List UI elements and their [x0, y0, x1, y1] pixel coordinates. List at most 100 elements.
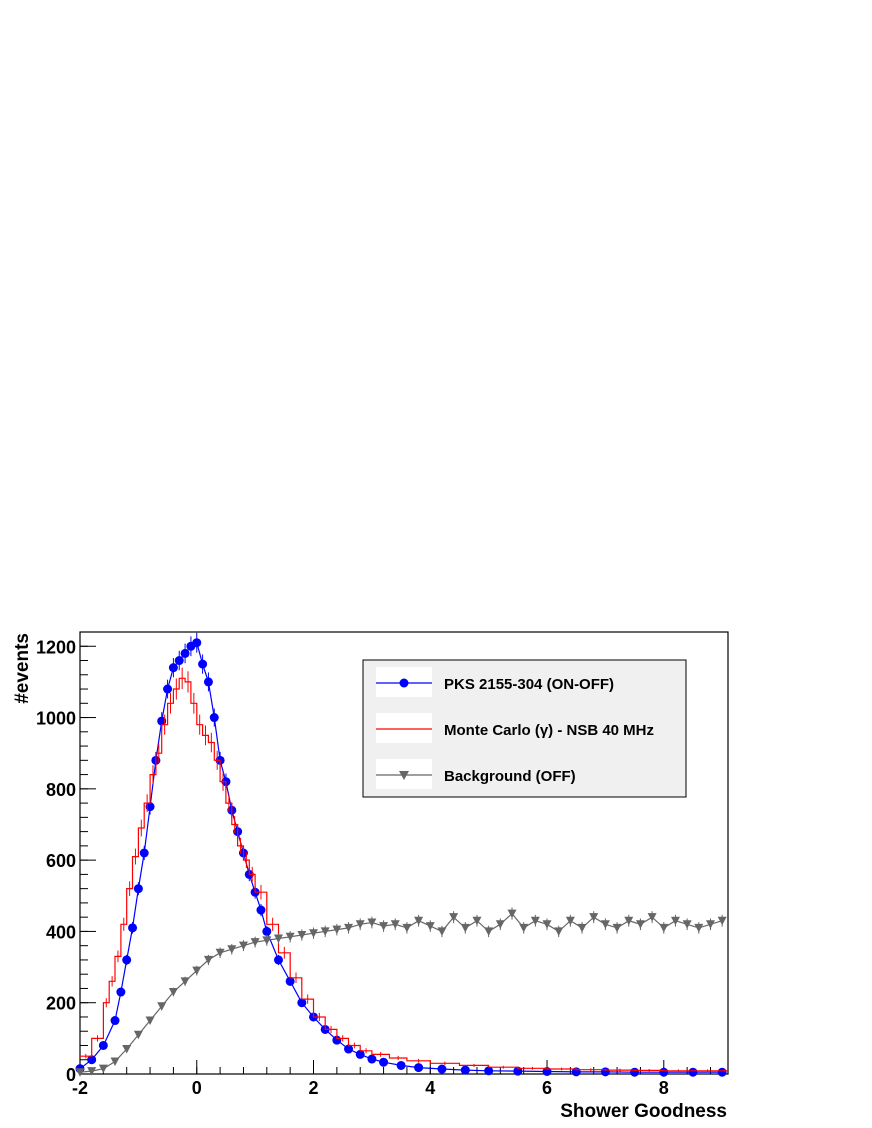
data-point — [554, 927, 564, 936]
data-point — [75, 1068, 85, 1077]
data-point — [600, 1067, 610, 1077]
series-3 — [75, 907, 727, 1077]
data-point — [402, 923, 412, 933]
x-tick-label: 6 — [542, 1078, 552, 1098]
data-point — [87, 1055, 97, 1065]
data-point — [227, 945, 237, 954]
data-point — [238, 941, 248, 951]
legend: PKS 2155-304 (ON-OFF) Monte Carlo (γ) - … — [362, 659, 687, 798]
data-point — [647, 913, 657, 922]
data-point — [174, 656, 184, 666]
y-tick-label: 800 — [46, 780, 76, 800]
data-point — [168, 988, 178, 997]
data-point — [157, 716, 167, 726]
data-point — [297, 998, 307, 1008]
data-point — [168, 663, 178, 673]
series-line — [79, 912, 723, 1073]
data-point — [530, 916, 540, 926]
data-point — [379, 1057, 389, 1067]
data-point — [139, 848, 149, 858]
data-point — [507, 909, 517, 919]
data-point — [437, 1064, 447, 1074]
data-point — [133, 884, 143, 894]
data-point — [285, 932, 295, 942]
data-point — [262, 936, 272, 945]
data-point — [110, 1016, 120, 1026]
data-point — [332, 925, 342, 935]
data-point — [98, 1040, 108, 1050]
data-point — [717, 916, 727, 926]
data-point — [694, 923, 704, 933]
data-point — [367, 918, 377, 928]
data-point — [717, 1067, 727, 1077]
x-tick-label: -2 — [72, 1078, 88, 1098]
y-tick-label: 600 — [46, 851, 76, 871]
data-point — [128, 923, 138, 933]
data-point — [203, 677, 213, 687]
data-point — [460, 923, 470, 933]
data-point — [670, 916, 680, 926]
data-point — [355, 1049, 365, 1059]
data-point — [659, 923, 669, 933]
data-point — [682, 920, 692, 929]
y-axis-title: #events — [12, 633, 33, 704]
data-point — [414, 916, 424, 926]
legend-marker-pks — [399, 678, 409, 688]
legend-label-bg: Background (OFF) — [444, 768, 576, 785]
data-point — [110, 1057, 120, 1067]
data-point — [344, 923, 354, 933]
data-point — [460, 1065, 470, 1075]
data-point — [484, 1066, 494, 1076]
data-point — [122, 1045, 132, 1054]
data-point — [624, 916, 634, 926]
data-point — [425, 922, 435, 931]
data-point — [396, 1060, 406, 1070]
data-point — [215, 948, 225, 958]
data-point — [256, 905, 266, 915]
legend-marker-bg — [399, 771, 409, 780]
data-point — [589, 913, 599, 922]
data-point — [198, 659, 208, 669]
data-point — [145, 802, 155, 812]
data-point — [484, 927, 494, 936]
data-point — [659, 1067, 669, 1077]
data-point — [180, 977, 190, 986]
data-point — [273, 955, 283, 965]
data-point — [600, 920, 610, 929]
data-point — [414, 1063, 424, 1073]
data-point — [630, 1067, 640, 1077]
data-point — [705, 920, 715, 929]
data-point — [635, 920, 645, 929]
y-tick-label: 0 — [66, 1065, 76, 1085]
data-point — [262, 926, 272, 936]
data-point — [203, 955, 213, 965]
y-tick-label: 1200 — [36, 637, 76, 657]
data-point — [98, 1064, 108, 1074]
data-point — [192, 638, 202, 648]
data-point — [192, 966, 202, 976]
data-point — [273, 934, 283, 944]
data-point — [87, 1067, 97, 1076]
data-point — [250, 938, 260, 947]
legend-label-mc: Monte Carlo (γ) - NSB 40 MHz — [444, 722, 654, 739]
data-point — [437, 927, 447, 936]
legend-swatch-bg-2 — [376, 713, 432, 743]
x-axis-title: Shower Goodness — [560, 1101, 727, 1122]
data-point — [344, 1044, 354, 1054]
data-point — [519, 923, 529, 933]
data-point — [379, 922, 389, 931]
x-tick-label: 0 — [192, 1078, 202, 1098]
data-point — [367, 1054, 377, 1064]
data-point — [688, 1067, 698, 1077]
y-tick-label: 200 — [46, 994, 76, 1014]
data-point — [163, 684, 173, 694]
data-point — [285, 976, 295, 986]
series-layer — [75, 632, 728, 1077]
data-point — [180, 648, 190, 658]
y-tick-label: 1000 — [36, 709, 76, 729]
data-point — [472, 916, 482, 926]
data-point — [145, 1016, 155, 1026]
data-point — [449, 913, 459, 922]
